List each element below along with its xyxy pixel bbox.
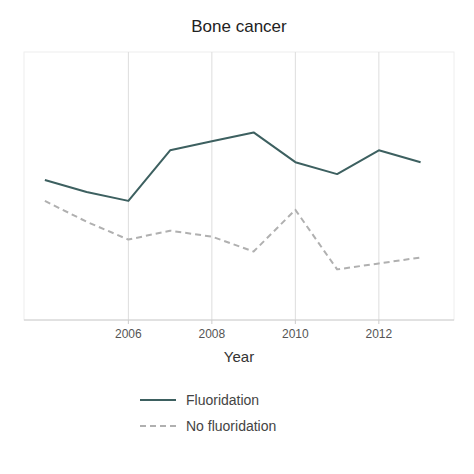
series-line	[45, 201, 421, 269]
legend: Fluoridation No fluoridation	[140, 392, 276, 434]
x-tick-label: 2008	[199, 327, 226, 341]
legend-swatch	[140, 425, 176, 427]
legend-label: Fluoridation	[186, 392, 259, 408]
x-grid-line	[211, 52, 212, 320]
x-tick-label: 2010	[282, 327, 309, 341]
x-grid-line	[295, 52, 296, 320]
x-tick	[378, 320, 379, 324]
x-tick-label: 2006	[115, 327, 142, 341]
title: Bone cancer	[191, 17, 287, 36]
x-tick-label: 2012	[366, 327, 393, 341]
x-tick	[295, 320, 296, 324]
x-axis-label: Year	[224, 348, 254, 365]
x-tick	[211, 320, 212, 324]
legend-label: No fluoridation	[186, 418, 276, 434]
x-grid-line	[378, 52, 379, 320]
chart: 2006 2008 2010 2012 Bone cancer Year Fluoridat…	[0, 0, 474, 474]
series-line	[45, 132, 421, 200]
legend-swatch	[140, 399, 176, 401]
x-axis-line	[24, 320, 454, 321]
x-tick	[128, 320, 129, 324]
plot-lines	[45, 132, 421, 269]
plot-frame	[24, 52, 454, 320]
x-grid-line	[128, 52, 129, 320]
